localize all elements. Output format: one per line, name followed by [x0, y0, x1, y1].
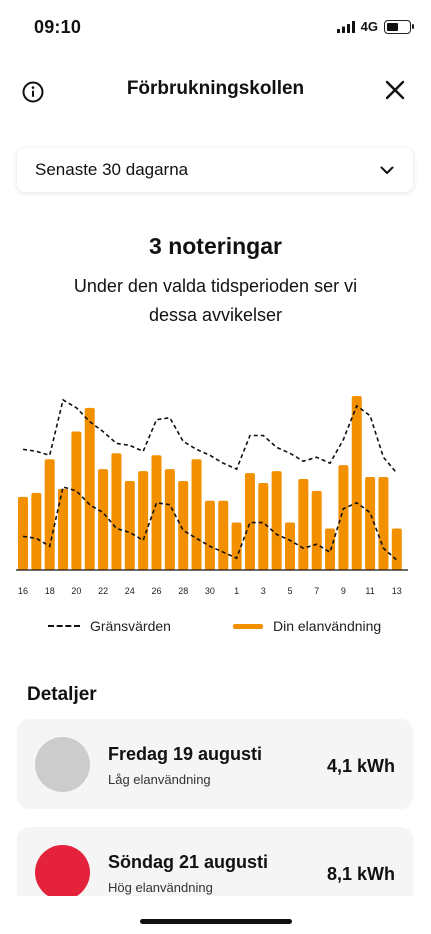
- usage-bar: [391, 528, 402, 570]
- nav-bar: Förbrukningskollen: [0, 68, 431, 112]
- usage-bar: [285, 522, 295, 570]
- network-label: 4G: [360, 19, 378, 34]
- detail-card[interactable]: Fredag 19 augusti Låg elanvändning 4,1 k…: [17, 719, 413, 809]
- usage-bar: [31, 492, 42, 570]
- legend-dash-swatch: [48, 625, 80, 627]
- x-tick-label: 7: [314, 586, 319, 596]
- x-tick-label: 5: [287, 586, 292, 596]
- threshold-lower-line: [22, 485, 398, 561]
- page-title: Förbrukningskollen: [126, 78, 305, 99]
- usage-bar: [311, 490, 322, 570]
- usage-bar: [191, 459, 202, 570]
- usage-bar: [338, 465, 349, 570]
- usage-bar: [44, 459, 55, 570]
- chart-legend: Gränsvärden Din elanvändning: [0, 618, 431, 638]
- close-icon: [385, 80, 405, 100]
- usage-level-dot: [35, 845, 90, 900]
- info-button[interactable]: [21, 80, 45, 104]
- usage-bar: [18, 496, 28, 570]
- usage-bar: [325, 528, 336, 570]
- x-tick-label: 22: [98, 586, 108, 596]
- x-tick-label: 30: [205, 586, 215, 596]
- usage-bar: [98, 469, 109, 570]
- legend-threshold-label: Gränsvärden: [90, 618, 171, 634]
- usage-bar: [204, 500, 215, 570]
- detail-value: 8,1 kWh: [326, 864, 395, 884]
- legend-bar-swatch: [233, 623, 263, 629]
- close-button[interactable]: [383, 78, 407, 102]
- usage-level-dot: [35, 737, 90, 792]
- usage-chart: 16 18 20 22 24 26 28 30 1 3 5 7 9 11 13: [0, 378, 431, 608]
- usage-bar: [351, 395, 362, 570]
- usage-bar: [365, 477, 376, 570]
- x-tick-label: 18: [45, 586, 55, 596]
- usage-bar: [378, 477, 389, 570]
- usage-bar: [164, 469, 175, 570]
- x-tick-label: 3: [261, 586, 266, 596]
- usage-chart-svg: 16 18 20 22 24 26 28 30 1 3 5 7 9 11 13: [16, 395, 408, 596]
- x-tick-label: 20: [71, 586, 81, 596]
- threshold-upper-line: [22, 398, 398, 474]
- summary-text: Under den valda tidsperioden ser vi dess…: [73, 276, 358, 325]
- home-indicator[interactable]: [140, 919, 292, 924]
- detail-status: Hög elanvändning: [108, 880, 213, 895]
- detail-value: 4,1 kWh: [326, 756, 395, 776]
- summary-title: 3 noteringar: [149, 233, 282, 259]
- usage-bar: [71, 431, 82, 570]
- detail-date: Söndag 21 augusti: [108, 852, 269, 872]
- x-tick-label: 26: [151, 586, 161, 596]
- x-tick-label: 28: [178, 586, 188, 596]
- usage-bar: [58, 488, 69, 570]
- period-select[interactable]: Senaste 30 dagarna: [17, 148, 413, 192]
- detail-date: Fredag 19 augusti: [108, 744, 263, 764]
- usage-bar: [231, 522, 242, 570]
- details-title: Detaljer: [27, 684, 97, 705]
- usage-bar: [218, 500, 229, 570]
- usage-bar: [151, 455, 162, 570]
- usage-bar: [178, 481, 189, 570]
- usage-bar: [111, 453, 122, 570]
- battery-level: [387, 22, 398, 31]
- x-tick-label: 24: [125, 586, 135, 596]
- legend-item-usage: Din elanvändning: [233, 618, 381, 634]
- x-tick-label: 13: [392, 586, 402, 596]
- usage-bar: [244, 473, 255, 570]
- usage-bar: [298, 479, 309, 570]
- bottom-safe-area: [0, 896, 431, 934]
- signal-icon: [336, 20, 355, 33]
- info-icon: [22, 81, 44, 103]
- chevron-down-icon: [380, 166, 394, 174]
- x-tick-label: 1: [234, 586, 239, 596]
- status-time: 09:10: [34, 17, 82, 37]
- status-indicators: 4G: [336, 19, 414, 34]
- detail-status: Låg elanvändning: [108, 772, 211, 787]
- usage-bar: [84, 407, 95, 570]
- legend-usage-label: Din elanvändning: [273, 618, 382, 634]
- usage-bar: [124, 481, 135, 570]
- x-tick-label: 11: [365, 586, 374, 596]
- battery-icon: [384, 19, 414, 34]
- legend-item-threshold: Gränsvärden: [48, 618, 171, 634]
- x-tick-label: 9: [341, 586, 346, 596]
- x-tick-label: 16: [18, 586, 28, 596]
- usage-bar: [138, 471, 149, 570]
- usage-bar: [271, 471, 282, 570]
- usage-bar: [258, 482, 269, 570]
- status-bar: 09:10 4G: [0, 0, 431, 50]
- period-select-value: Senaste 30 dagarna: [35, 160, 189, 179]
